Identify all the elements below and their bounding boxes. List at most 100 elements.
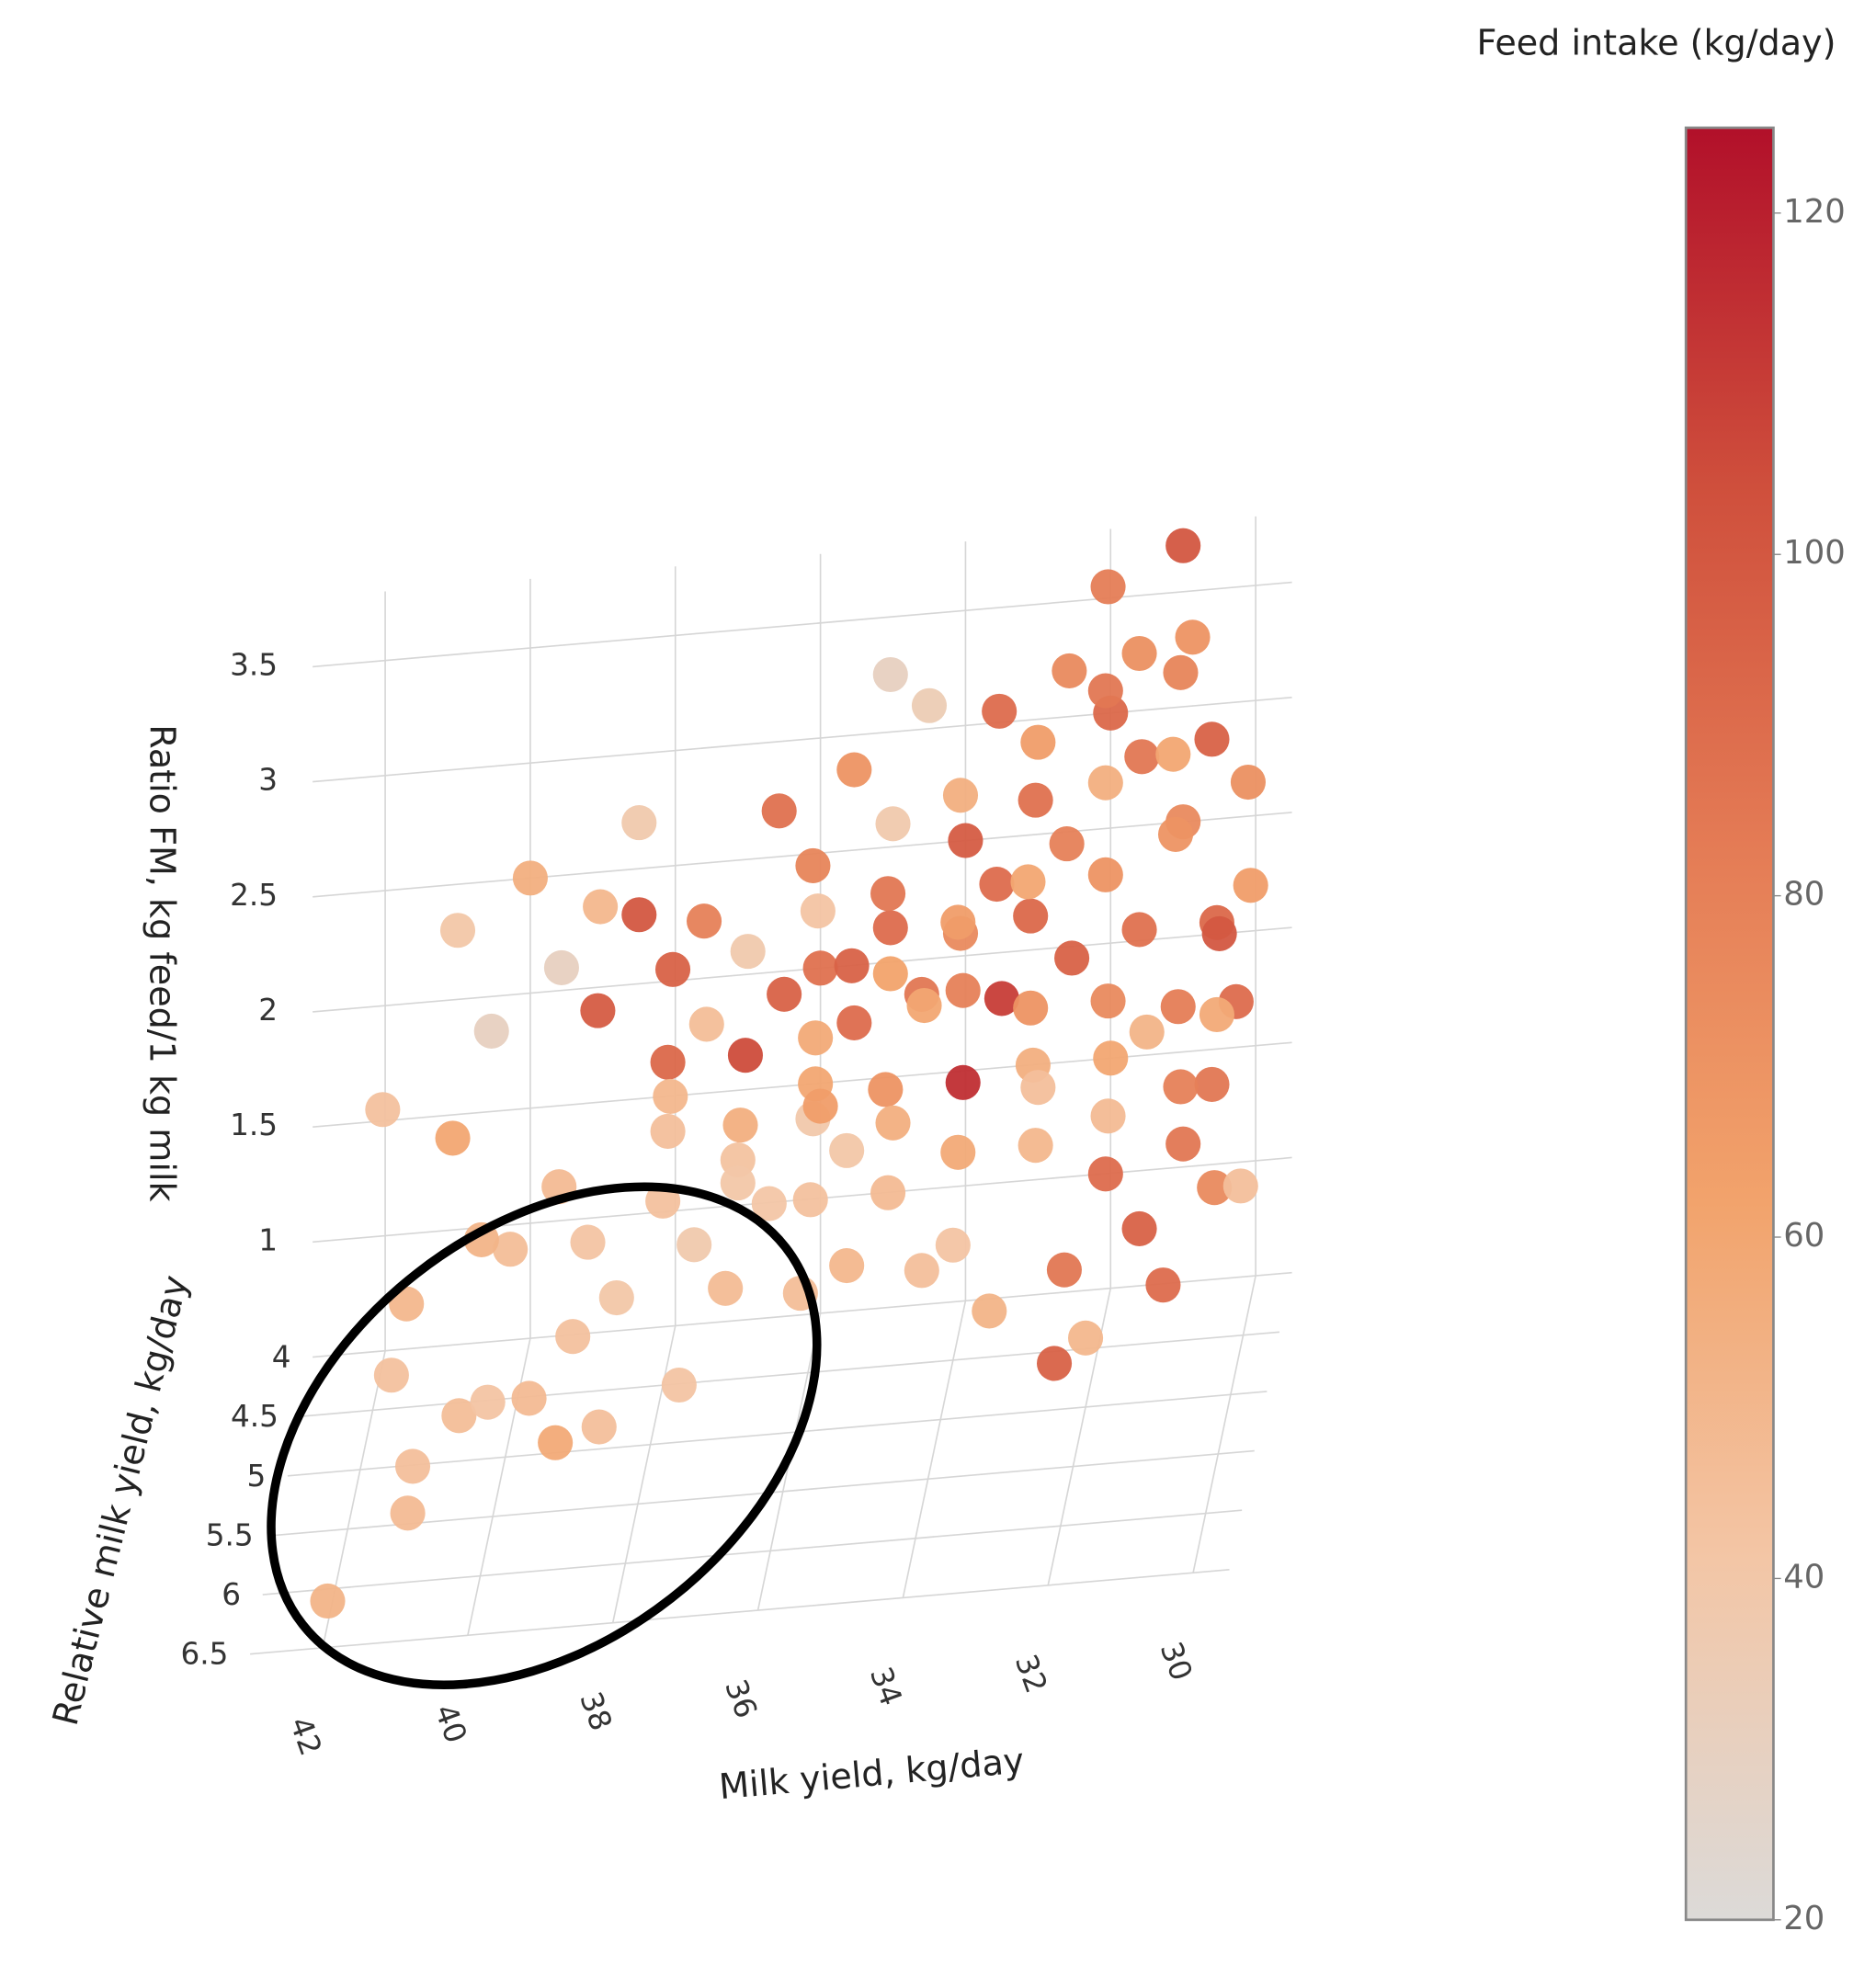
point [1018, 782, 1053, 818]
point [1163, 1069, 1199, 1105]
point [473, 1013, 509, 1049]
point [872, 656, 908, 693]
x-tick-label: 42 [283, 1712, 329, 1760]
point [1121, 912, 1157, 948]
point [580, 993, 616, 1028]
grid-line [313, 1271, 1292, 1358]
point [1157, 816, 1194, 852]
point [802, 950, 838, 986]
point [1163, 654, 1199, 690]
point [935, 1227, 971, 1263]
grid-line [902, 1301, 967, 1598]
point [834, 948, 870, 983]
x-tick-label: 36 [718, 1675, 764, 1722]
point [795, 847, 831, 883]
grid-line [611, 1325, 676, 1623]
point [798, 1020, 834, 1056]
point [1175, 619, 1211, 655]
y-tick-label: 5 [246, 1459, 266, 1494]
point [1155, 736, 1191, 772]
z-tick-label: 2 [258, 993, 278, 1028]
point [875, 806, 911, 842]
point [1090, 569, 1126, 605]
point [1087, 765, 1123, 801]
y-tick-label: 6.5 [181, 1637, 229, 1672]
point [654, 951, 691, 987]
point [1013, 990, 1049, 1026]
point [904, 1253, 939, 1289]
colorbar-tick-label: 40 [1783, 1558, 1825, 1596]
grid-line [262, 1509, 1243, 1596]
point [982, 693, 1018, 729]
point [942, 778, 979, 813]
point [948, 823, 983, 858]
y-axis-title: Relative milk yield, kg/day [45, 1271, 196, 1729]
point [1194, 1066, 1230, 1102]
point [1165, 528, 1201, 563]
point [906, 987, 942, 1024]
point [872, 956, 908, 992]
z-tick-label: 3.5 [230, 647, 278, 682]
point [1121, 635, 1157, 672]
point [870, 876, 906, 912]
point [972, 1293, 1007, 1329]
x-tick-label: 30 [1154, 1637, 1200, 1685]
point [761, 793, 797, 829]
point [911, 687, 948, 723]
colorbar-tick-label: 80 [1783, 876, 1825, 914]
z-tick-label: 1 [258, 1222, 278, 1257]
point [872, 910, 908, 946]
point [394, 1448, 431, 1484]
point [687, 903, 722, 939]
z-tick-label: 2.5 [230, 878, 278, 913]
point [727, 1038, 764, 1073]
point [1194, 721, 1230, 757]
point [621, 897, 657, 933]
z-tick-label: 3 [258, 763, 278, 798]
point [1068, 1320, 1104, 1356]
point [1124, 739, 1160, 775]
point [583, 889, 619, 925]
point [940, 1134, 976, 1170]
point [373, 1357, 409, 1393]
point [543, 949, 579, 985]
point [829, 1132, 865, 1168]
point [836, 1005, 872, 1040]
point [1090, 983, 1126, 1019]
x-tick-label: 32 [1008, 1650, 1054, 1698]
point [310, 1583, 346, 1619]
point [435, 1120, 471, 1156]
grid-line [313, 696, 1292, 783]
point [653, 1078, 688, 1115]
point [439, 913, 476, 948]
point [1197, 1170, 1233, 1206]
grid-line [287, 1391, 1268, 1477]
point [1052, 653, 1087, 688]
point [1020, 1070, 1056, 1106]
point [1013, 898, 1049, 934]
point [1049, 826, 1085, 862]
point [512, 860, 548, 896]
point [441, 1398, 477, 1434]
point [390, 1495, 426, 1531]
point [1018, 1128, 1053, 1164]
point [555, 1319, 591, 1355]
point [1129, 1014, 1165, 1050]
point [365, 1092, 401, 1128]
point [676, 1227, 712, 1263]
point [538, 1425, 574, 1460]
point [767, 976, 802, 1012]
point [945, 972, 981, 1008]
colorbar [1684, 126, 1775, 1922]
point [945, 1064, 981, 1100]
point [598, 1279, 634, 1316]
x-tick-label: 38 [573, 1687, 619, 1735]
point [470, 1384, 506, 1420]
colorbar-tick-label: 20 [1783, 1900, 1825, 1937]
point [868, 1072, 904, 1107]
point [802, 1088, 838, 1124]
point [1087, 673, 1123, 709]
x-tick-label: 34 [863, 1663, 909, 1710]
point [1199, 996, 1234, 1033]
